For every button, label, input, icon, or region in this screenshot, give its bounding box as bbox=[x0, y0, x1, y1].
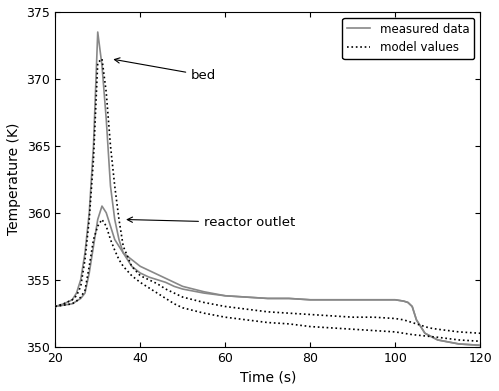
Legend: measured data, model values: measured data, model values bbox=[342, 18, 474, 59]
X-axis label: Time (s): Time (s) bbox=[240, 370, 296, 384]
Y-axis label: Temperature (K): Temperature (K) bbox=[7, 123, 21, 235]
Text: bed: bed bbox=[114, 58, 217, 82]
Text: reactor outlet: reactor outlet bbox=[127, 216, 295, 229]
